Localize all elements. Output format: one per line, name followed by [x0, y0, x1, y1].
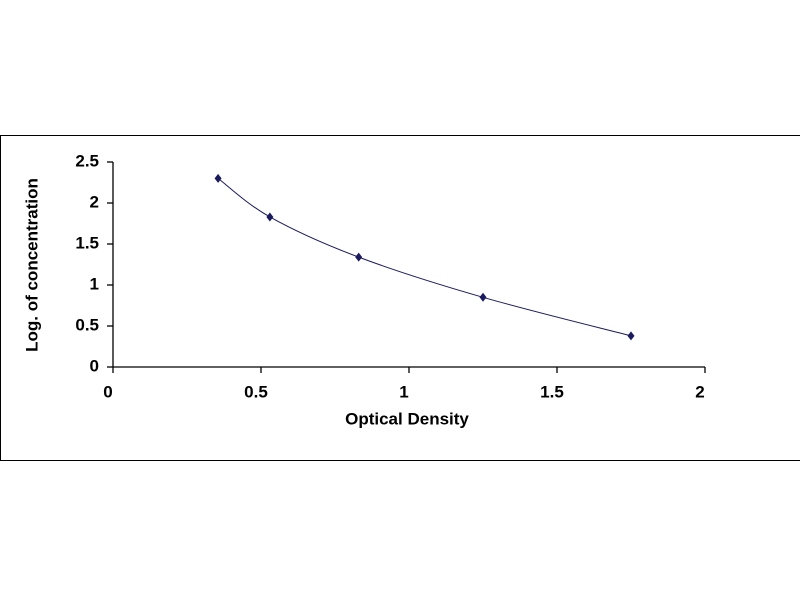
x-tick-label: 1 — [399, 382, 408, 401]
y-axis-label: Log. of concentration — [22, 178, 41, 352]
x-tick-label: 1.5 — [540, 382, 564, 401]
curve — [217, 177, 632, 337]
x-tick-label: 0 — [103, 382, 112, 401]
y-tick-label: 0.5 — [75, 315, 99, 334]
x-tick-label: 0.5 — [244, 382, 268, 401]
point — [479, 292, 487, 302]
point — [214, 173, 222, 183]
x-axis-label: Optical Density — [345, 409, 469, 428]
point — [266, 212, 274, 222]
x-tick-label: 2 — [695, 382, 704, 401]
y-tick-label: 1.5 — [75, 233, 99, 252]
y-tick-label: 2 — [90, 192, 99, 211]
y-tick-label: 0 — [90, 356, 99, 375]
y-tick-label: 1 — [90, 274, 99, 293]
point — [355, 252, 363, 262]
y-tick-label: 2.5 — [75, 151, 99, 170]
point — [627, 331, 635, 341]
